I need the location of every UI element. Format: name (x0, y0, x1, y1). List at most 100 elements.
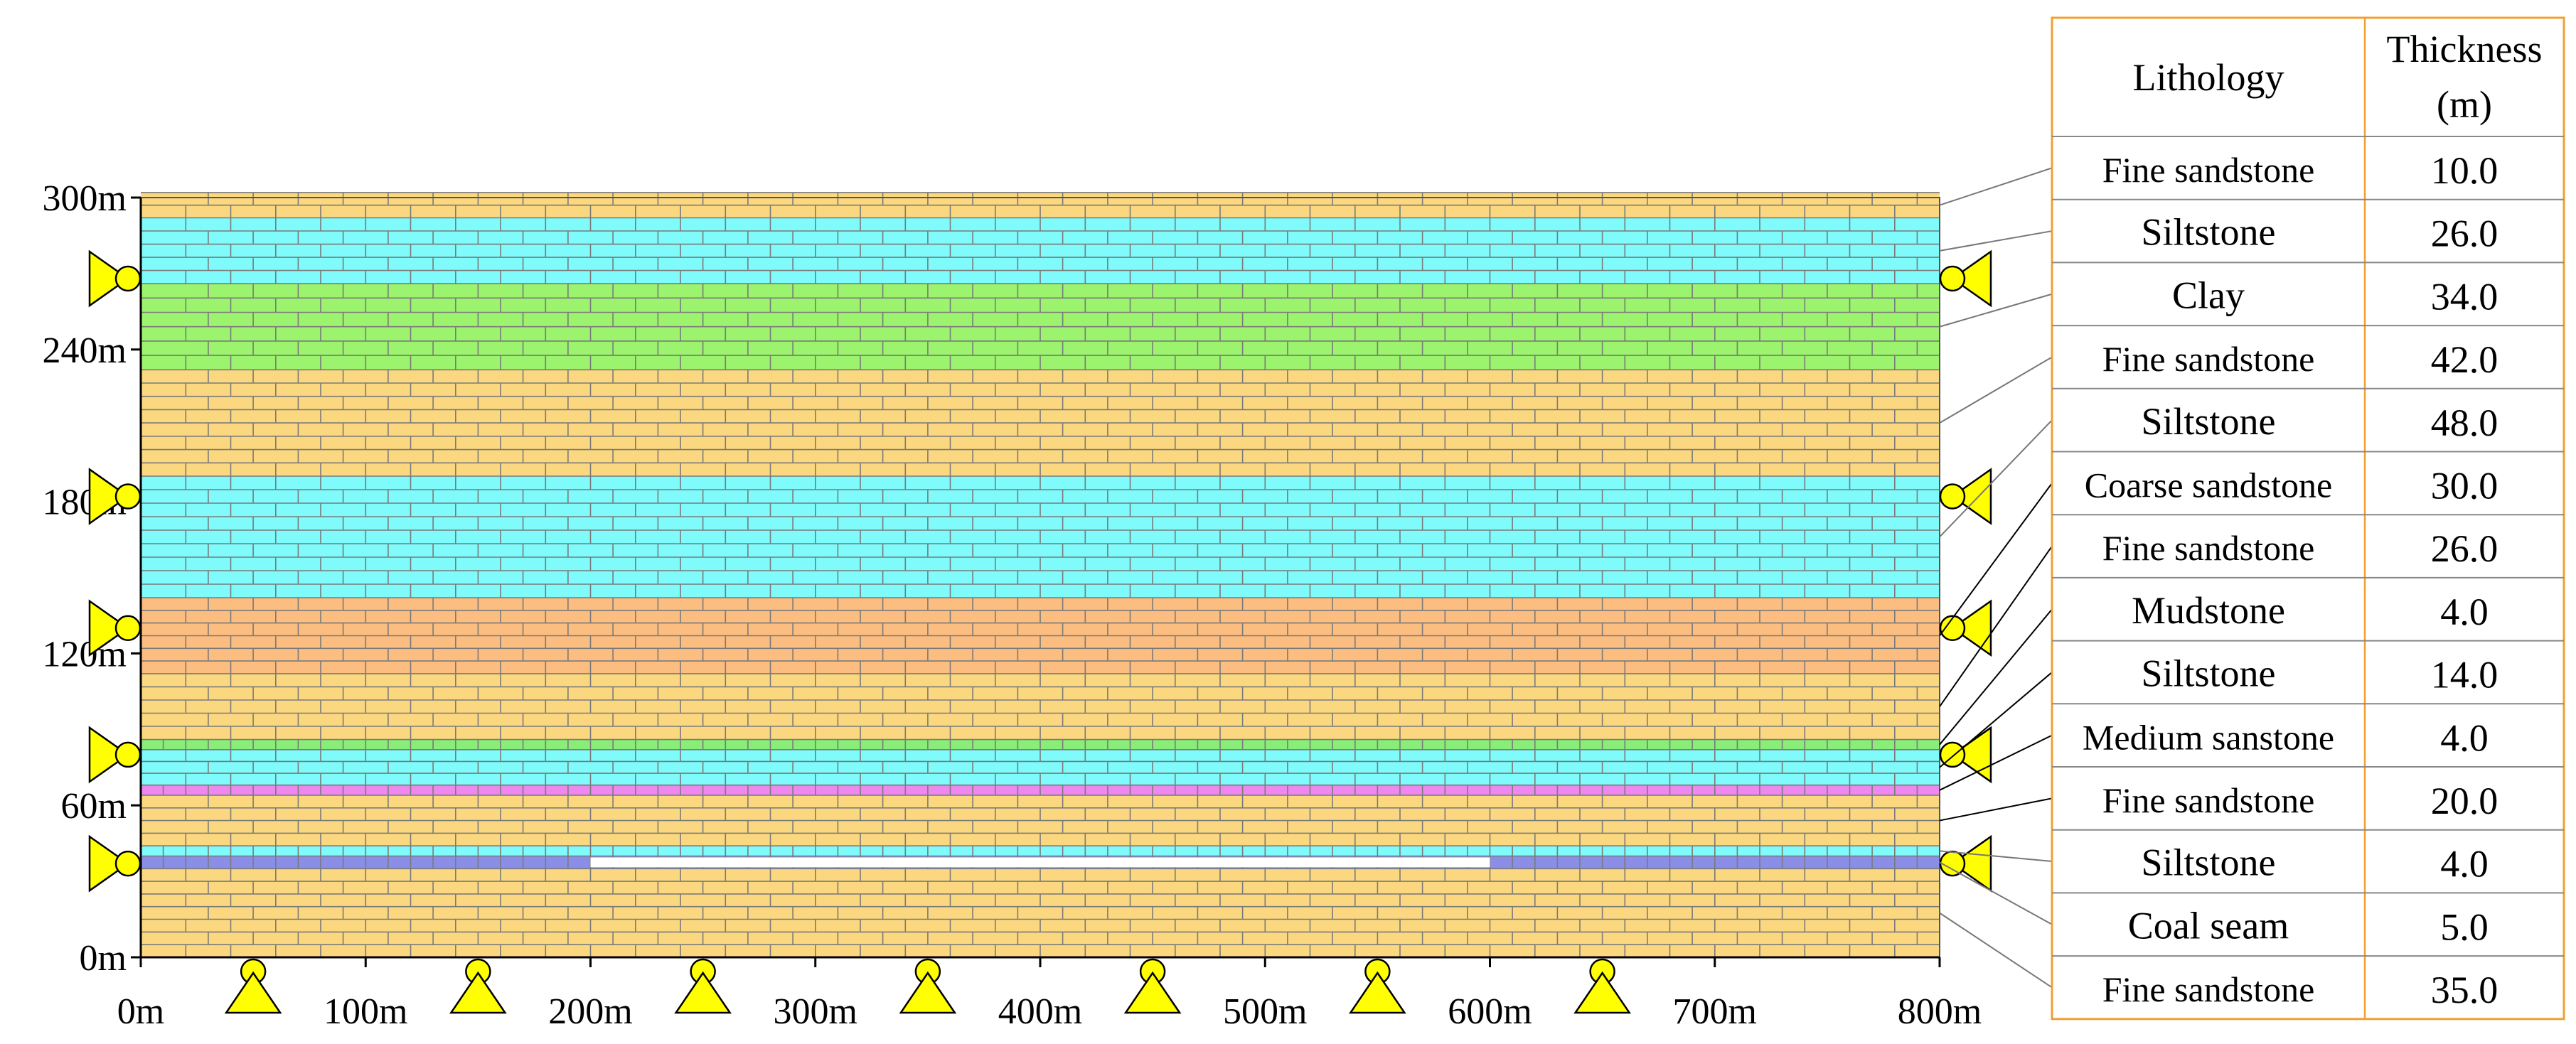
table-row-lithology: Coal seam (2128, 904, 2289, 947)
lithology-table: Lithology Thickness (m) Fine sandstone 10.0 S… (2051, 16, 2565, 1021)
support-roller (114, 741, 141, 768)
layer-14-joints (141, 192, 1940, 218)
table-row-lithology: Fine sandstone (2102, 969, 2315, 1009)
leader-line (1939, 293, 2053, 328)
bottom-pin-support-icon (1123, 958, 1182, 1014)
support-roller (114, 615, 141, 642)
layer-10-joints (141, 475, 1940, 598)
table-row-lithology: Siltstone (2141, 211, 2275, 254)
left-roller-support-icon (88, 599, 141, 657)
bottom-pin-support-icon (674, 958, 732, 1014)
leader-line (1939, 912, 2053, 989)
layer-12-joints (141, 283, 1940, 370)
support-roller (114, 483, 141, 510)
layer-4-joints (141, 795, 1940, 846)
leader-line (1939, 608, 2053, 746)
leader-line (1939, 419, 2053, 538)
support-triangle (88, 834, 130, 893)
table-row-thickness: 48.0 (2431, 402, 2498, 444)
left-roller-support-icon (88, 726, 141, 784)
table-row-thickness: 42.0 (2431, 338, 2498, 381)
bottom-pin-support-icon (899, 958, 957, 1014)
table-border (2051, 16, 2565, 1021)
leader-line (1939, 797, 2053, 822)
leader-lines (1939, 167, 2053, 989)
table-row-lithology: Fine sandstone (2102, 528, 2315, 568)
x-tick-label: 600m (1448, 991, 1532, 1032)
support-roller (114, 265, 141, 292)
table-row-thickness: 35.0 (2431, 969, 2498, 1011)
left-roller-support-icon (88, 834, 141, 893)
excavation-void (590, 857, 1490, 868)
support-triangle (899, 971, 957, 1014)
support-triangle (1349, 971, 1406, 1014)
support-triangle (1123, 971, 1182, 1014)
support-triangle (88, 468, 130, 525)
left-roller-support-icon (88, 249, 141, 308)
leader-line (1939, 230, 2053, 252)
table-row-lithology: Siltstone (2141, 841, 2275, 884)
table-row-thickness: 4.0 (2440, 716, 2489, 759)
layer-7-joints (141, 738, 1940, 750)
bottom-pin-support-icon (224, 958, 282, 1014)
leader-line (1939, 850, 2053, 863)
table-row-thickness: 34.0 (2431, 275, 2498, 318)
y-tick-label: 120m (43, 634, 127, 674)
table-row-lithology: Fine sandstone (2102, 339, 2315, 379)
table-row-lithology: Siltstone (2141, 400, 2275, 443)
x-tick-label: 500m (1223, 991, 1307, 1032)
support-triangle (88, 249, 130, 308)
right-roller-support-icon (1939, 249, 1992, 308)
support-triangle (224, 971, 282, 1014)
right-roller-support-icon (1939, 834, 1992, 893)
table-row-thickness: 20.0 (2431, 780, 2498, 822)
header-thickness-unit: (m) (2437, 83, 2492, 126)
layer-8-joints (141, 673, 1940, 740)
right-roller-support-icon (1939, 726, 1992, 784)
x-tick-label: 200m (548, 991, 632, 1032)
support-triangle (88, 726, 130, 784)
bottom-pin-support-icon (1573, 958, 1631, 1014)
leader-line (1939, 167, 2053, 206)
support-triangle (88, 599, 130, 657)
layer-3-joints (141, 845, 1940, 856)
header-thickness: Thickness (2387, 28, 2543, 70)
table-row-lithology: Fine sandstone (2102, 150, 2315, 190)
boundary-supports (88, 249, 1992, 1014)
support-triangle (1950, 249, 1992, 308)
table-row-lithology: Mudstone (2132, 589, 2285, 632)
support-roller (1939, 265, 1966, 292)
x-tick-label: 700m (1673, 991, 1757, 1032)
support-triangle (449, 971, 507, 1014)
layer-5-joints (141, 784, 1940, 795)
support-triangle (1950, 599, 1992, 657)
leader-line (1939, 545, 2053, 707)
support-roller (1939, 850, 1966, 877)
table-row-lithology: Fine sandstone (2102, 780, 2315, 820)
x-tick-label: 100m (324, 991, 407, 1032)
x-tick-label: 400m (998, 991, 1082, 1032)
support-triangle (1950, 468, 1992, 525)
bottom-pin-support-icon (449, 958, 507, 1014)
support-triangle (674, 971, 732, 1014)
leader-line (1939, 861, 2053, 925)
layer-13-joints (141, 217, 1940, 284)
table-row-lithology: Clay (2172, 274, 2245, 316)
y-tick-label: 60m (61, 786, 127, 827)
layer-1 (141, 868, 1940, 957)
table-row-thickness: 30.0 (2431, 465, 2498, 507)
table-row-thickness: 4.0 (2440, 843, 2489, 886)
y-tick-label: 0m (80, 938, 127, 979)
layer-9-joints (141, 597, 1940, 674)
leader-line (1939, 734, 2053, 791)
bottom-pin-support-icon (1349, 958, 1406, 1014)
table-row-lithology: Coarse sandstone (2085, 466, 2333, 505)
layer-1-joints (141, 868, 1940, 957)
model-axes: 0m 100m 200m 300m 400m 500m 600m 700m 800m 0m 60m 1… (43, 178, 1982, 1032)
table-row-thickness: 26.0 (2431, 212, 2498, 255)
layer-11-joints (141, 369, 1940, 476)
support-triangle (1950, 834, 1992, 893)
y-tick-label: 300m (43, 178, 127, 219)
right-roller-support-icon (1939, 599, 1992, 657)
